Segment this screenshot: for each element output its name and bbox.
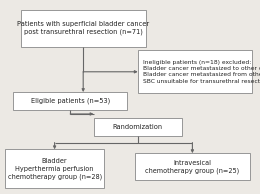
FancyBboxPatch shape [21, 10, 146, 47]
FancyBboxPatch shape [135, 153, 250, 180]
Text: Eligible patients (n=53): Eligible patients (n=53) [31, 98, 110, 104]
Text: Randomization: Randomization [113, 124, 163, 130]
Text: Ineligible patients (n=18) excluded:
Bladder cancer metastasized to other organs: Ineligible patients (n=18) excluded: Bla… [143, 60, 260, 84]
Text: Bladder
Hyperthermia perfusion
chemotherapy group (n=28): Bladder Hyperthermia perfusion chemother… [8, 158, 102, 180]
FancyBboxPatch shape [138, 50, 252, 93]
FancyBboxPatch shape [94, 118, 182, 136]
FancyBboxPatch shape [5, 149, 104, 188]
Text: Patients with superficial bladder cancer
post transurethral resection (n=71): Patients with superficial bladder cancer… [17, 21, 149, 35]
FancyBboxPatch shape [13, 92, 127, 110]
Text: Intravesical
chemotherapy group (n=25): Intravesical chemotherapy group (n=25) [145, 160, 239, 174]
